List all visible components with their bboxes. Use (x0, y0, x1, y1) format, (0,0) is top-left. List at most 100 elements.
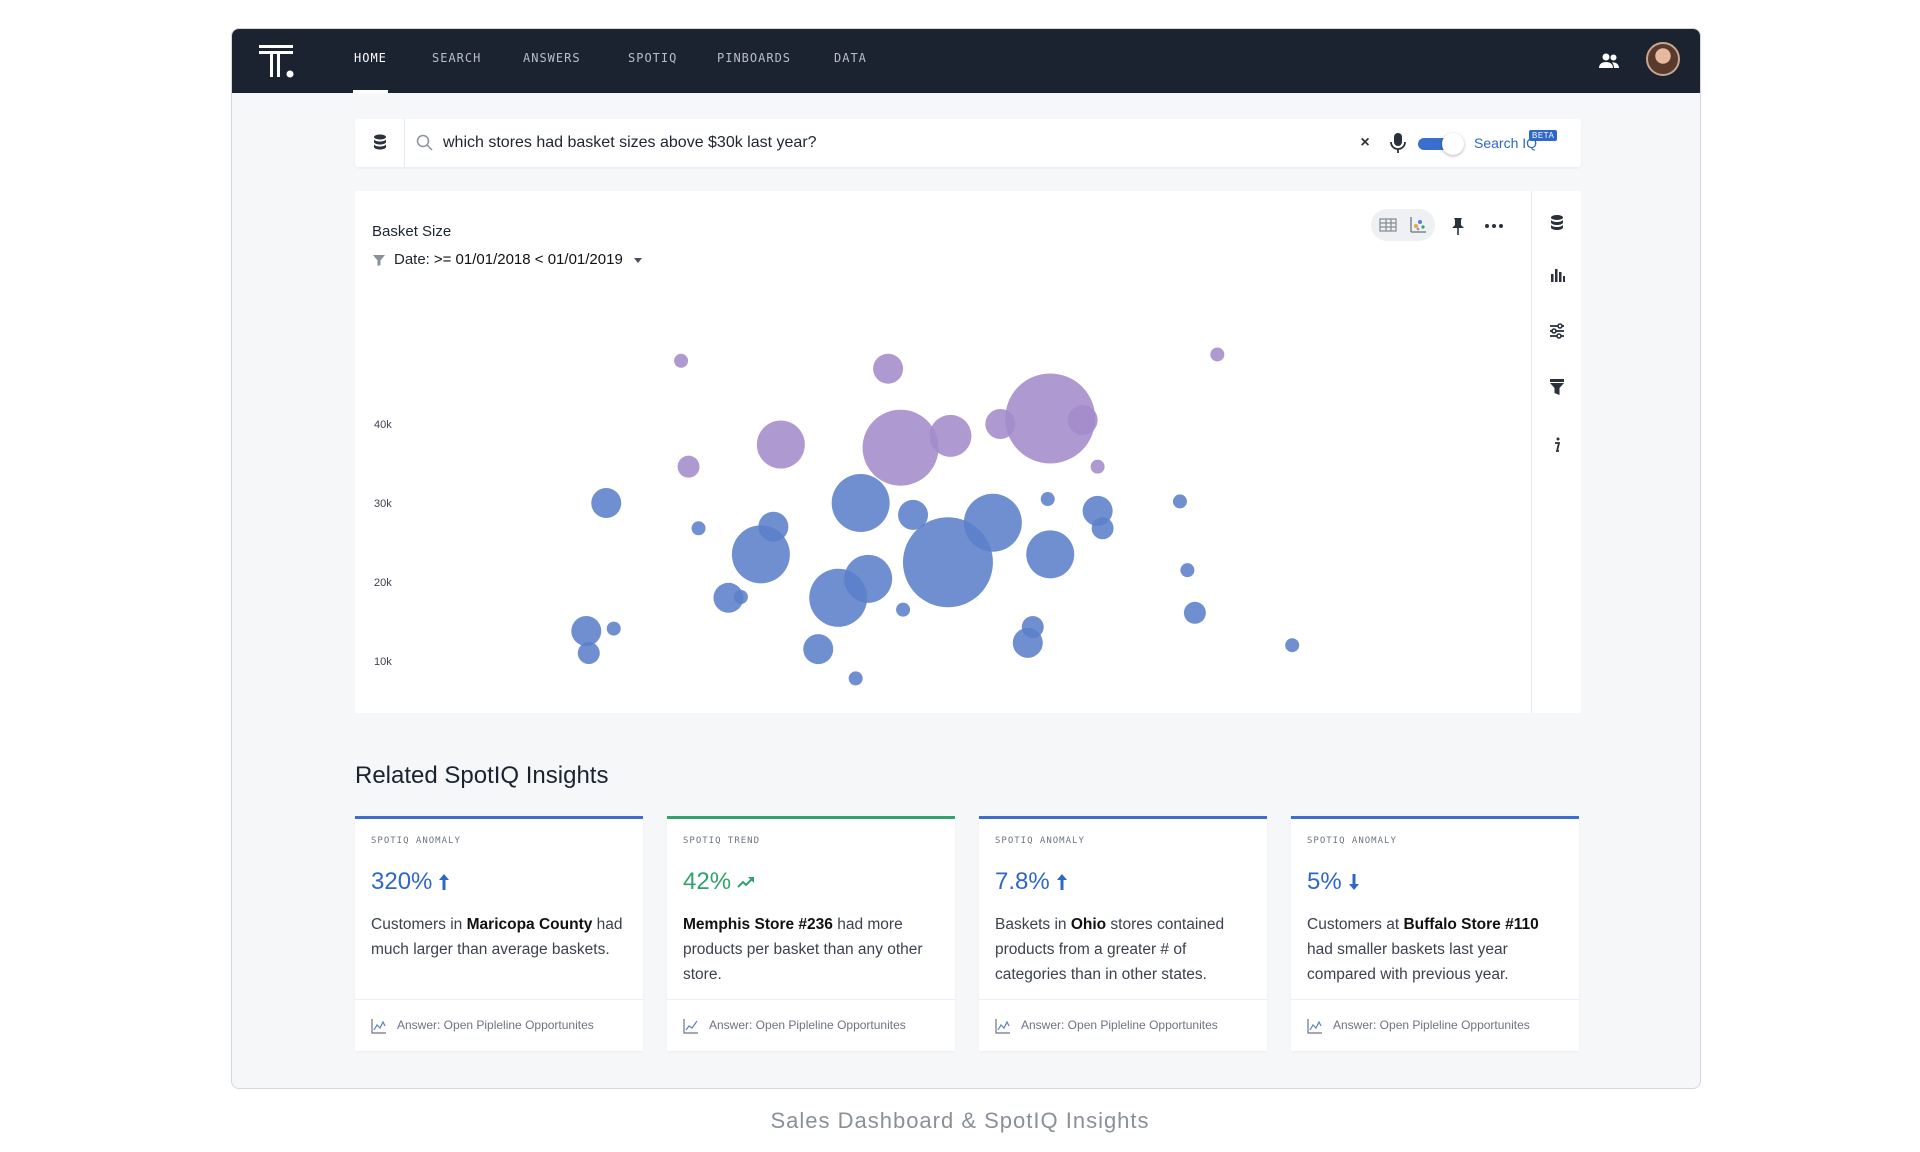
scatter-point[interactable] (591, 488, 622, 518)
insight-type: SPOTIQ ANOMALY (371, 836, 461, 846)
scatter-point[interactable] (809, 568, 868, 627)
scatter-point[interactable] (1172, 494, 1187, 509)
search-input[interactable] (443, 129, 1343, 157)
desc-highlight: Buffalo Store #110 (1403, 916, 1539, 933)
insight-card[interactable]: SPOTIQ TREND 42% Memphis Store #236 had … (667, 816, 955, 1051)
scatter-point[interactable] (571, 615, 602, 646)
card-accent-bar (1291, 816, 1579, 819)
scatter-point[interactable] (1005, 373, 1096, 464)
app-window: HOME SEARCH ANSWERS SPOTIQ PINBOARDS DAT… (231, 28, 1701, 1089)
date-filter[interactable]: Date: >= 01/01/2018 < 01/01/2019 (372, 251, 643, 268)
scatter-point[interactable] (898, 499, 929, 530)
nav-answers[interactable]: ANSWERS (523, 51, 581, 65)
clear-search-button[interactable]: × (1360, 134, 1370, 151)
scatter-point[interactable] (1180, 563, 1195, 578)
desc-highlight: Memphis Store #236 (683, 916, 833, 933)
scatter-point[interactable] (674, 353, 689, 368)
info-icon[interactable] (1547, 435, 1567, 455)
desc-text: had more products per basket than any ot… (683, 916, 923, 983)
chevron-down-icon[interactable] (633, 255, 643, 265)
answer-link[interactable]: Answer: Open Pipleline Opportunites (709, 1018, 906, 1032)
table-view-icon[interactable] (1377, 214, 1399, 236)
scatter-point[interactable] (831, 474, 890, 532)
insight-value-text: 7.8% (995, 868, 1050, 895)
insight-value: 7.8% (995, 868, 1068, 896)
pin-icon[interactable] (1447, 215, 1469, 237)
scatter-point[interactable] (1210, 347, 1225, 362)
answer-chart-card: 10k20k30k40k01015202530354045 Basket Siz… (355, 191, 1581, 713)
desc-text: had much larger than average baskets. (371, 916, 623, 958)
people-icon[interactable] (1597, 49, 1621, 73)
filter-icon (373, 254, 385, 266)
insight-description: Baskets in Ohio stores contained product… (995, 912, 1255, 987)
scatter-point[interactable] (896, 602, 911, 617)
scatter-point[interactable] (577, 642, 600, 665)
scatter-point[interactable] (902, 517, 993, 608)
funnel-filter-icon[interactable] (1547, 377, 1567, 397)
insight-footer[interactable]: Answer: Open Pipleline Opportunites (1291, 999, 1579, 1051)
scatter-point[interactable] (733, 590, 748, 605)
line-chart-icon (995, 1019, 1010, 1034)
thoughtspot-logo-icon[interactable] (257, 41, 297, 81)
desc-highlight: Maricopa County (466, 916, 593, 933)
scatter-point[interactable] (873, 353, 904, 384)
scatter-point[interactable] (803, 634, 834, 665)
scatter-point[interactable] (1091, 517, 1114, 540)
nav-spotiq[interactable]: SPOTIQ (628, 51, 678, 65)
insight-value: 42% (683, 868, 755, 896)
insight-type: SPOTIQ ANOMALY (995, 836, 1085, 846)
insight-card[interactable]: SPOTIQ ANOMALY 320% Customers in Maricop… (355, 816, 643, 1051)
scatter-point[interactable] (1040, 492, 1055, 507)
answer-link[interactable]: Answer: Open Pipleline Opportunites (1021, 1018, 1218, 1032)
scatter-point[interactable] (848, 671, 863, 686)
scatter-point[interactable] (862, 409, 939, 486)
scatter-point[interactable] (1090, 459, 1105, 474)
scatter-point[interactable] (1021, 616, 1044, 639)
settings-sliders-icon[interactable] (1547, 321, 1567, 341)
answer-link[interactable]: Answer: Open Pipleline Opportunites (397, 1018, 594, 1032)
arrow-up-icon (1056, 874, 1067, 890)
scatter-point[interactable] (691, 521, 706, 536)
y-tick-label: 20k (374, 577, 392, 589)
nav-data[interactable]: DATA (834, 51, 867, 65)
page-caption: Sales Dashboard & SpotIQ Insights (770, 1108, 1150, 1133)
filter-prefix: Date: (394, 251, 430, 268)
more-options-icon[interactable] (1483, 215, 1505, 237)
insight-value: 5% (1307, 868, 1360, 896)
line-chart-icon (371, 1019, 386, 1034)
nav-pinboards[interactable]: PINBOARDS (717, 51, 792, 65)
nav-home[interactable]: HOME (354, 51, 387, 65)
chart-view-icon[interactable] (1407, 214, 1429, 236)
top-nav: HOME SEARCH ANSWERS SPOTIQ PINBOARDS DAT… (232, 29, 1700, 93)
answer-link[interactable]: Answer: Open Pipleline Opportunites (1333, 1018, 1530, 1032)
scatter-point[interactable] (1026, 530, 1075, 579)
scatter-point[interactable] (731, 525, 790, 584)
database-icon[interactable] (1547, 213, 1567, 233)
search-iq-label[interactable]: Search IQ (1474, 135, 1538, 151)
insight-footer[interactable]: Answer: Open Pipleline Opportunites (979, 999, 1267, 1051)
nav-search[interactable]: SEARCH (432, 51, 482, 65)
line-chart-icon (683, 1019, 698, 1034)
desc-text: Customers at (1307, 916, 1404, 933)
bar-chart-icon[interactable] (1547, 265, 1567, 285)
insight-card[interactable]: SPOTIQ ANOMALY 5% Customers at Buffalo S… (1291, 816, 1579, 1051)
insight-card[interactable]: SPOTIQ ANOMALY 7.8% Baskets in Ohio stor… (979, 816, 1267, 1051)
scatter-point[interactable] (756, 420, 805, 469)
scatter-point[interactable] (606, 621, 621, 636)
search-iq-toggle[interactable] (1418, 133, 1466, 155)
arrow-up-icon (439, 874, 450, 890)
search-icon (416, 134, 433, 151)
data-source-button[interactable] (355, 119, 405, 167)
scatter-point[interactable] (1183, 601, 1206, 624)
insight-footer[interactable]: Answer: Open Pipleline Opportunites (355, 999, 643, 1051)
scatter-point[interactable] (929, 414, 972, 457)
scatter-point[interactable] (713, 582, 744, 613)
scatter-point[interactable] (677, 455, 700, 478)
user-avatar[interactable] (1646, 42, 1680, 76)
insight-description: Customers at Buffalo Store #110 had smal… (1307, 912, 1567, 987)
insight-footer[interactable]: Answer: Open Pipleline Opportunites (667, 999, 955, 1051)
filter-value: >= 01/01/2018 < 01/01/2019 (433, 251, 623, 268)
microphone-icon[interactable] (1388, 131, 1408, 155)
scatter-point[interactable] (1285, 638, 1300, 653)
insight-value-text: 320% (371, 868, 433, 895)
